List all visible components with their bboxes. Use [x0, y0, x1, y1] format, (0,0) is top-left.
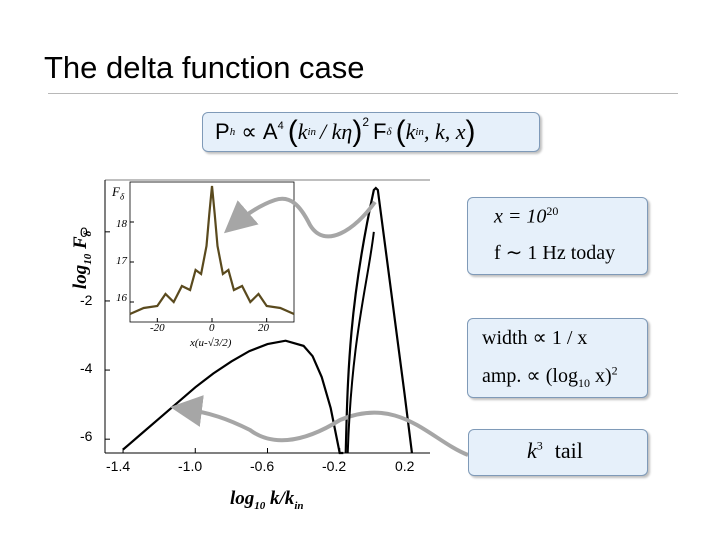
inset-y-tick-17: 17	[116, 255, 127, 267]
inset-y-label: Fδ	[112, 184, 125, 202]
inset-x-tick-20: 20	[258, 322, 269, 334]
formula-args-sub: in	[415, 126, 424, 138]
x-axis-label: log10 k/kin	[230, 488, 304, 512]
inset-y-tick-18: 18	[116, 218, 127, 230]
slide-title: The delta function case	[44, 50, 365, 85]
main-curve-right	[344, 186, 414, 454]
x-tick-minus0.6: -0.6	[250, 458, 275, 474]
arrow-to-inset-peak	[223, 196, 377, 239]
formula-F: F	[373, 119, 387, 144]
formula-kin: k	[297, 119, 308, 144]
x-tick-minus0.2: -0.2	[322, 458, 347, 474]
box-width-line1: width ∝ 1 / x	[482, 327, 588, 349]
x-tick-minus1.0: -1.0	[178, 458, 203, 474]
formula-kin-sub: in	[307, 126, 317, 138]
main-curve-left	[122, 339, 344, 455]
formula-propto: ∝	[241, 119, 257, 144]
inset-x-label: x(u-√3/2)	[190, 337, 232, 349]
formula-F-sub: δ	[386, 126, 392, 138]
box-x-line1: x = 1020	[494, 204, 559, 228]
arrow-to-k3-tail	[170, 395, 469, 457]
y-tick-minus4: -4	[80, 360, 93, 376]
formula-args-k: k	[405, 119, 416, 144]
inset-x-tick-0: 0	[209, 322, 215, 334]
x-tick-minus1.4: -1.4	[106, 458, 131, 474]
y-tick-0: 0	[80, 224, 88, 240]
inset-y-tick-16: 16	[116, 292, 127, 304]
inset-curve	[129, 185, 295, 316]
box-tail-text: k3 tail	[527, 438, 583, 463]
formula-A: A	[262, 119, 278, 144]
formula-paren-close: )	[352, 115, 363, 148]
formula-args-rest: , k, x	[423, 119, 466, 144]
title-divider	[48, 93, 678, 94]
box-width-line2: amp. ∝ (log10 x)2	[482, 363, 618, 390]
y-tick-minus6: -6	[80, 428, 93, 444]
y-tick-minus2: -2	[80, 292, 93, 308]
formula-square: 2	[362, 115, 370, 129]
parameter-box: x = 1020 f ∼ 1 Hz today	[467, 197, 648, 275]
formula-args-open: (	[395, 115, 406, 148]
formula-P: P	[215, 119, 230, 144]
formula-P-sub: h	[229, 126, 236, 138]
width-amp-box: width ∝ 1 / x amp. ∝ (log10 x)2	[467, 318, 648, 398]
box-x-line2: f ∼ 1 Hz today	[494, 242, 616, 264]
y-axis-label: log10 Fδ	[70, 230, 94, 290]
formula-args-close: )	[465, 115, 476, 148]
main-curve-inner	[346, 231, 375, 454]
x-tick-0.2: 0.2	[395, 458, 415, 474]
inset-x-tick-minus20: -20	[150, 322, 165, 334]
formula-slash-keta: / kη	[320, 119, 353, 144]
k3-tail-box: k3 tail	[468, 429, 648, 476]
formula-A-sup: 4	[277, 120, 284, 132]
formula-paren-open: (	[287, 115, 298, 148]
